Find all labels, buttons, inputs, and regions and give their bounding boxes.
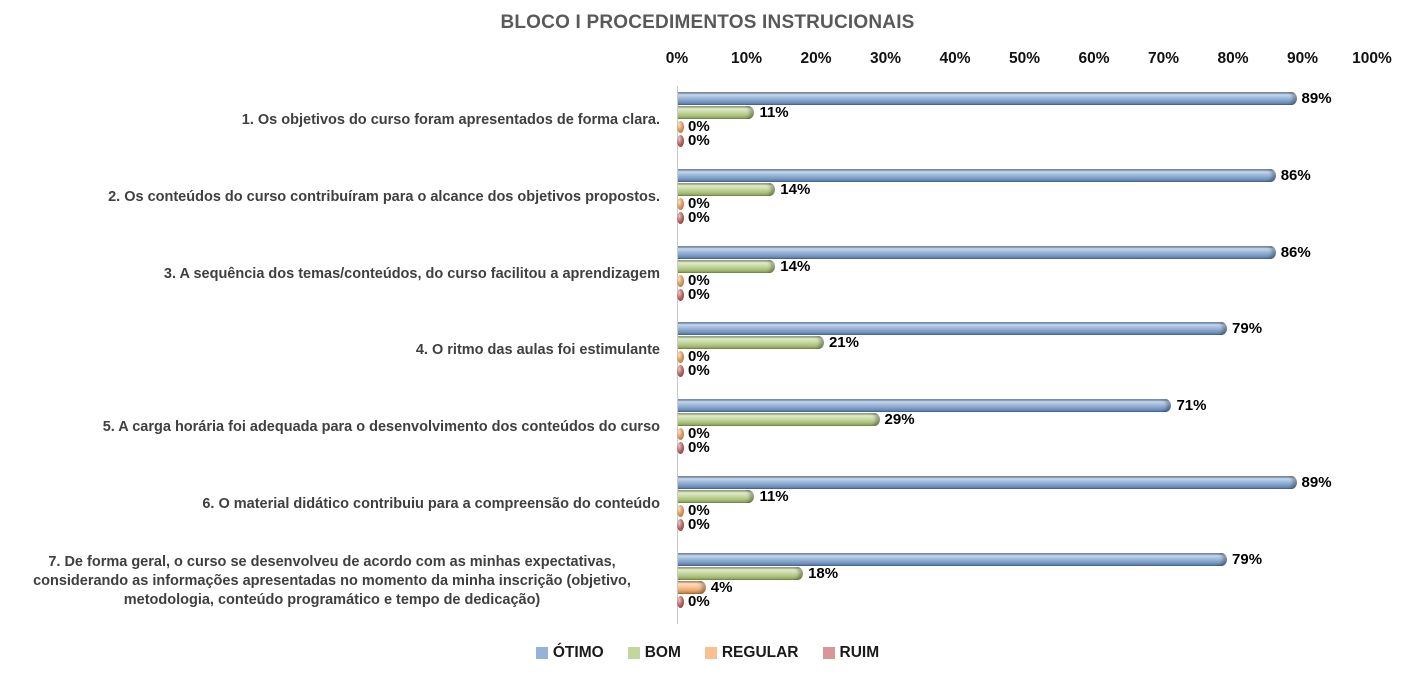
x-axis-tick: 90% (1286, 50, 1319, 67)
category-label: 5. A carga horária foi adequada para o d… (102, 418, 660, 435)
value-label: 0% (688, 132, 710, 149)
x-axis-tick: 0% (665, 50, 689, 67)
value-label: 14% (780, 258, 811, 275)
value-label: 14% (780, 181, 811, 198)
value-label: 79% (1232, 551, 1263, 568)
bar-regular-zero (677, 121, 684, 133)
category-label: 4. O ritmo das aulas foi estimulante (415, 341, 660, 358)
bar-bom (678, 490, 755, 503)
bar-regular (678, 581, 706, 594)
bar-bom (678, 413, 880, 426)
category-label: 2. Os conteúdos do curso contribuíram pa… (108, 188, 660, 205)
bar-ruim-zero (677, 596, 684, 608)
legend-marker-ruim (822, 647, 835, 659)
value-label: 0% (688, 425, 710, 442)
bar-ótimo (678, 246, 1276, 259)
value-label: 0% (688, 195, 710, 212)
value-label: 0% (688, 348, 710, 365)
legend: ÓTIMO BOM REGULAR RUIM (0, 644, 1415, 662)
bar-ótimo (678, 399, 1172, 412)
x-axis-tick: 50% (1008, 50, 1041, 67)
value-label: 0% (688, 209, 710, 226)
bar-bom (678, 106, 755, 119)
bar-regular-zero (677, 275, 684, 287)
chart-title: BLOCO I PROCEDIMENTOS INSTRUCIONAIS (500, 12, 915, 33)
bar-regular-zero (677, 505, 684, 517)
legend-label: BOM (644, 644, 681, 661)
value-label: 4% (710, 579, 733, 596)
value-label: 11% (759, 104, 789, 121)
value-label: 79% (1232, 320, 1263, 337)
bar-ruim-zero (677, 365, 684, 377)
value-label: 89% (1301, 90, 1332, 107)
value-label: 11% (759, 488, 789, 505)
value-label: 86% (1280, 244, 1311, 261)
x-axis-tick: 80% (1217, 50, 1249, 67)
value-label: 71% (1176, 397, 1207, 414)
value-label: 29% (884, 411, 915, 428)
value-label: 0% (688, 516, 710, 533)
value-label: 18% (808, 565, 839, 582)
bar-ruim-zero (677, 135, 684, 147)
legend-item-bom: BOM (627, 644, 681, 662)
value-label: 0% (688, 439, 710, 456)
legend-label: REGULAR (721, 644, 799, 661)
value-label: 0% (688, 272, 710, 289)
x-axis-tick: 30% (869, 50, 902, 67)
value-label: 89% (1301, 474, 1332, 491)
value-label: 0% (688, 362, 710, 379)
value-label: 86% (1280, 167, 1311, 184)
category-label: 3. A sequência dos temas/conteúdos, do c… (163, 265, 660, 282)
bar-ótimo (678, 169, 1276, 182)
x-axis-tick: 70% (1147, 50, 1180, 67)
value-label: 21% (828, 334, 859, 351)
bar-ótimo (678, 92, 1297, 105)
legend-item-ruim: RUIM (822, 644, 880, 662)
category-label: 1. Os objetivos do curso foram apresenta… (241, 111, 660, 128)
category-label: 6. O material didático contribuiu para a… (202, 495, 660, 512)
bar-regular-zero (677, 428, 684, 440)
legend-item-regular: REGULAR (704, 644, 799, 662)
bar-bom (678, 567, 804, 580)
legend-item-ótimo: ÓTIMO (535, 644, 604, 662)
bar-ruim-zero (677, 442, 684, 454)
legend-label: RUIM (839, 644, 880, 661)
legend-marker-bom (627, 647, 640, 659)
bar-ótimo (678, 322, 1228, 335)
x-axis-tick: 60% (1078, 50, 1110, 67)
value-label: 0% (688, 502, 710, 519)
category-label: 7. De forma geral, o curso se desenvolve… (33, 553, 631, 608)
bar-ruim-zero (677, 519, 684, 531)
bar-bom (678, 336, 824, 349)
bar-ótimo (678, 553, 1228, 566)
x-axis-tick: 10% (730, 50, 763, 67)
legend-label: ÓTIMO (552, 644, 604, 661)
value-label: 0% (688, 593, 710, 610)
bar-ruim-zero (677, 212, 684, 224)
bar-ótimo (678, 476, 1297, 489)
legend-marker-regular (704, 647, 717, 659)
legend-marker-ótimo (535, 647, 548, 659)
x-axis-tick: 100% (1352, 50, 1392, 67)
x-axis-tick: 40% (939, 50, 971, 67)
bar-regular-zero (677, 198, 684, 210)
value-label: 0% (688, 286, 710, 303)
bar-bom (678, 260, 776, 273)
bar-regular-zero (677, 351, 684, 363)
value-label: 0% (688, 118, 710, 135)
bar-ruim-zero (677, 289, 684, 301)
x-axis-tick: 20% (800, 50, 832, 67)
bar-bom (678, 183, 776, 196)
